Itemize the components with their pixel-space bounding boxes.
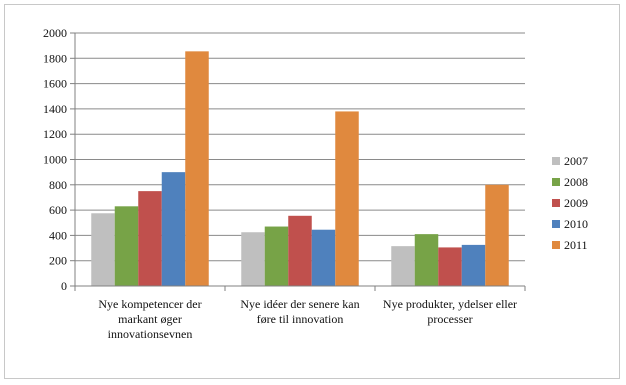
y-axis-ticks: 0 200 400 600 800 1000 1200 1400 1600 1800 2000 <box>43 26 75 293</box>
bar-2008-cat2 <box>264 226 289 286</box>
axes <box>74 33 526 291</box>
x-axis-categories: Nye kompetencer der markant øger innovatio… <box>98 297 517 341</box>
bar-2010-cat2 <box>311 229 336 286</box>
legend-swatch-2009 <box>552 199 560 207</box>
bar-2007-cat3 <box>391 246 415 286</box>
bars <box>91 51 509 287</box>
legend-label-2007: 2007 <box>564 154 588 168</box>
bar-2011-cat2 <box>335 111 359 287</box>
bar-2010-cat3 <box>461 244 486 286</box>
x-category-label: Nye idéer der senere kan føre til innovat… <box>240 297 359 326</box>
legend-label-2008: 2008 <box>564 175 588 189</box>
y-tick-label: 800 <box>49 178 67 192</box>
y-tick-label: 2000 <box>43 26 67 40</box>
chart-frame: 0 200 400 600 800 1000 1200 1400 1600 1800 2000 Ny… <box>4 4 620 379</box>
y-tick-label: 1000 <box>43 153 67 167</box>
y-tick-label: 400 <box>49 228 67 242</box>
bar-2010-cat1 <box>161 172 186 286</box>
bar-2009-cat1 <box>138 191 162 286</box>
y-tick-label: 200 <box>49 254 67 268</box>
legend-swatch-2007 <box>552 157 560 165</box>
legend-label-2010: 2010 <box>564 217 588 231</box>
bar-2009-cat2 <box>288 215 312 286</box>
bar-2007-cat1 <box>91 213 115 286</box>
bar-2007-cat2 <box>241 232 265 286</box>
bar-2011-cat3 <box>485 184 509 286</box>
y-tick-label: 1200 <box>43 127 67 141</box>
bar-2011-cat1 <box>185 51 209 286</box>
legend-swatch-2011 <box>552 241 560 249</box>
y-tick-label: 600 <box>49 203 67 217</box>
bar-2008-cat1 <box>114 206 139 286</box>
legend-swatch-2008 <box>552 178 560 186</box>
x-category-label: Nye kompetencer der markant øger innovatio… <box>98 297 201 341</box>
bar-2009-cat3 <box>438 247 462 286</box>
bar-chart: 0 200 400 600 800 1000 1200 1400 1600 1800 2000 Ny… <box>43 26 588 341</box>
y-tick-label: 1600 <box>43 77 67 91</box>
x-category-label: Nye produkter, ydelser eller processer <box>383 297 517 326</box>
legend-label-2009: 2009 <box>564 196 588 210</box>
legend-swatch-2010 <box>552 220 560 228</box>
legend: 2007 2008 2009 2010 2011 <box>552 154 588 252</box>
legend-label-2011: 2011 <box>564 238 588 252</box>
bar-2008-cat3 <box>414 234 439 286</box>
y-tick-label: 1800 <box>43 51 67 65</box>
y-tick-label: 1400 <box>43 102 67 116</box>
y-tick-label: 0 <box>61 279 67 293</box>
